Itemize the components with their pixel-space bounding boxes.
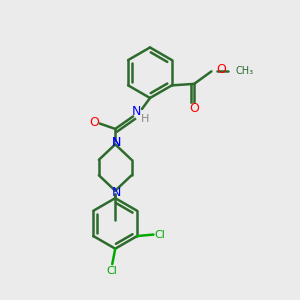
Text: H: H	[141, 114, 149, 124]
Text: N: N	[132, 106, 141, 118]
Text: O: O	[189, 102, 199, 115]
Text: N: N	[112, 136, 122, 149]
Text: O: O	[89, 116, 99, 129]
Text: Cl: Cl	[107, 266, 118, 276]
Text: N: N	[112, 186, 122, 199]
Text: O: O	[216, 63, 226, 76]
Text: N: N	[112, 136, 122, 149]
Text: Cl: Cl	[154, 230, 165, 240]
Text: CH₃: CH₃	[235, 66, 253, 76]
